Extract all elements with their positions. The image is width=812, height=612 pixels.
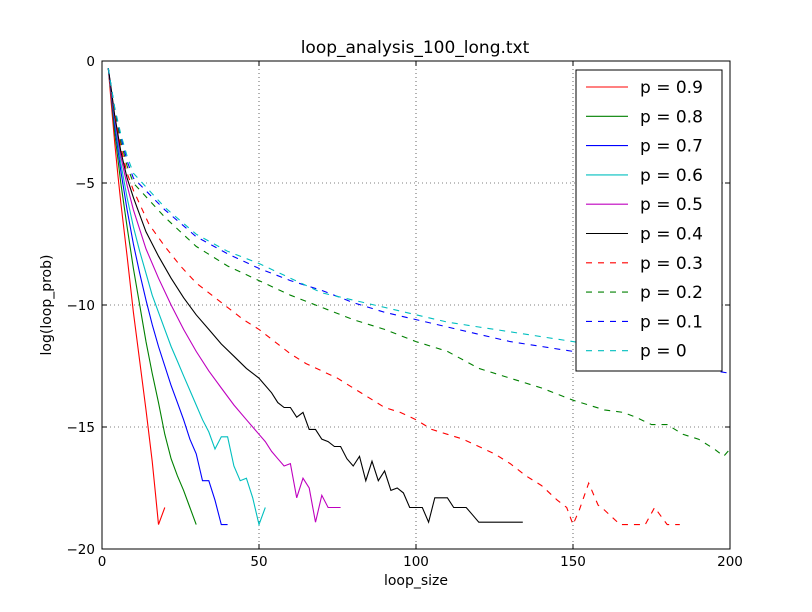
y-tick-label: −15: [67, 420, 96, 436]
legend-label: p = 0.2: [640, 283, 703, 303]
x-axis-label: loop_size: [384, 573, 448, 589]
chart-title: loop_analysis_100_long.txt: [301, 38, 530, 58]
legend: p = 0.9 p = 0.8 p = 0.7 p = 0.6 p = 0.5 p = 0…: [575, 69, 723, 372]
legend-label: p = 0.4: [640, 225, 703, 245]
legend-label: p = 0.8: [640, 107, 703, 127]
x-tick-label: 50: [250, 554, 267, 570]
legend-label: p = 0: [640, 342, 687, 362]
x-tick-label: 100: [403, 554, 429, 570]
y-tick-label: −20: [67, 542, 96, 558]
y-tick-label: 0: [86, 54, 95, 70]
legend-label: p = 0.3: [640, 254, 703, 274]
series-line-5: [107, 68, 523, 524]
y-axis-label: log(loop_prob): [39, 255, 55, 356]
axis-ticks: 0 50 100 150 200 0 −5 −10 −15 −20: [67, 54, 743, 570]
legend-label: p = 0.5: [640, 195, 703, 215]
y-tick-label: −5: [75, 176, 95, 192]
series-line-4: [107, 68, 341, 523]
series-line-1: [107, 68, 197, 525]
series-line-2: [107, 68, 228, 526]
x-tick-label: 150: [560, 554, 586, 570]
legend-label: p = 0.9: [640, 78, 703, 98]
legend-label: p = 0.6: [640, 166, 703, 186]
y-tick-label: −10: [67, 298, 96, 314]
series-line-0: [107, 68, 166, 525]
x-tick-label: 200: [717, 554, 743, 570]
x-tick-label: 0: [98, 554, 107, 570]
series-line-6: [107, 68, 680, 527]
legend-box: [575, 69, 723, 372]
series-line-9: [107, 68, 605, 348]
series-line-3: [107, 68, 266, 527]
legend-label: p = 0.7: [640, 137, 703, 157]
legend-label: p = 0.1: [640, 312, 703, 332]
